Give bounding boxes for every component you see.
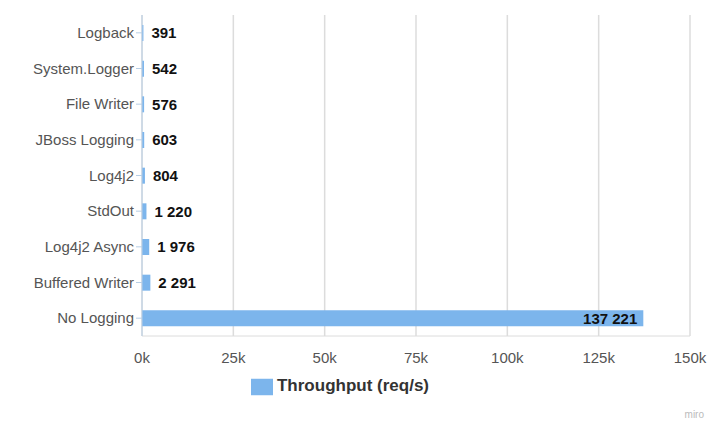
svg-text:150k: 150k bbox=[674, 349, 707, 366]
svg-text:File Writer: File Writer bbox=[66, 95, 134, 112]
svg-text:0k: 0k bbox=[134, 349, 150, 366]
svg-text:StdOut: StdOut bbox=[87, 202, 135, 219]
svg-text:100k: 100k bbox=[491, 349, 524, 366]
html-text:miro: miro bbox=[684, 409, 704, 420]
svg-text:1 976: 1 976 bbox=[157, 238, 195, 255]
svg-text:50k: 50k bbox=[313, 349, 338, 366]
svg-text:75k: 75k bbox=[404, 349, 429, 366]
svg-text:2 291: 2 291 bbox=[158, 274, 196, 291]
svg-text:Buffered Writer: Buffered Writer bbox=[34, 274, 134, 291]
svg-text:576: 576 bbox=[152, 96, 177, 113]
svg-text:System.Logger: System.Logger bbox=[33, 60, 134, 77]
svg-text:804: 804 bbox=[153, 167, 179, 184]
svg-text:391: 391 bbox=[151, 24, 176, 41]
svg-text:125k: 125k bbox=[582, 349, 615, 366]
svg-text:Log4j2: Log4j2 bbox=[89, 167, 134, 184]
svg-text:25k: 25k bbox=[221, 349, 246, 366]
svg-text:137 221: 137 221 bbox=[583, 310, 637, 327]
svg-text:Logback: Logback bbox=[77, 24, 134, 41]
svg-text:No Logging: No Logging bbox=[57, 309, 134, 326]
svg-text:603: 603 bbox=[152, 131, 177, 148]
svg-text:Log4j2 Async: Log4j2 Async bbox=[45, 238, 135, 255]
svg-text:542: 542 bbox=[152, 60, 177, 77]
svg-text:JBoss Logging: JBoss Logging bbox=[36, 131, 134, 148]
html-text:Throughput (req/s): Throughput (req/s) bbox=[277, 376, 429, 396]
svg-text:1 220: 1 220 bbox=[154, 203, 192, 220]
